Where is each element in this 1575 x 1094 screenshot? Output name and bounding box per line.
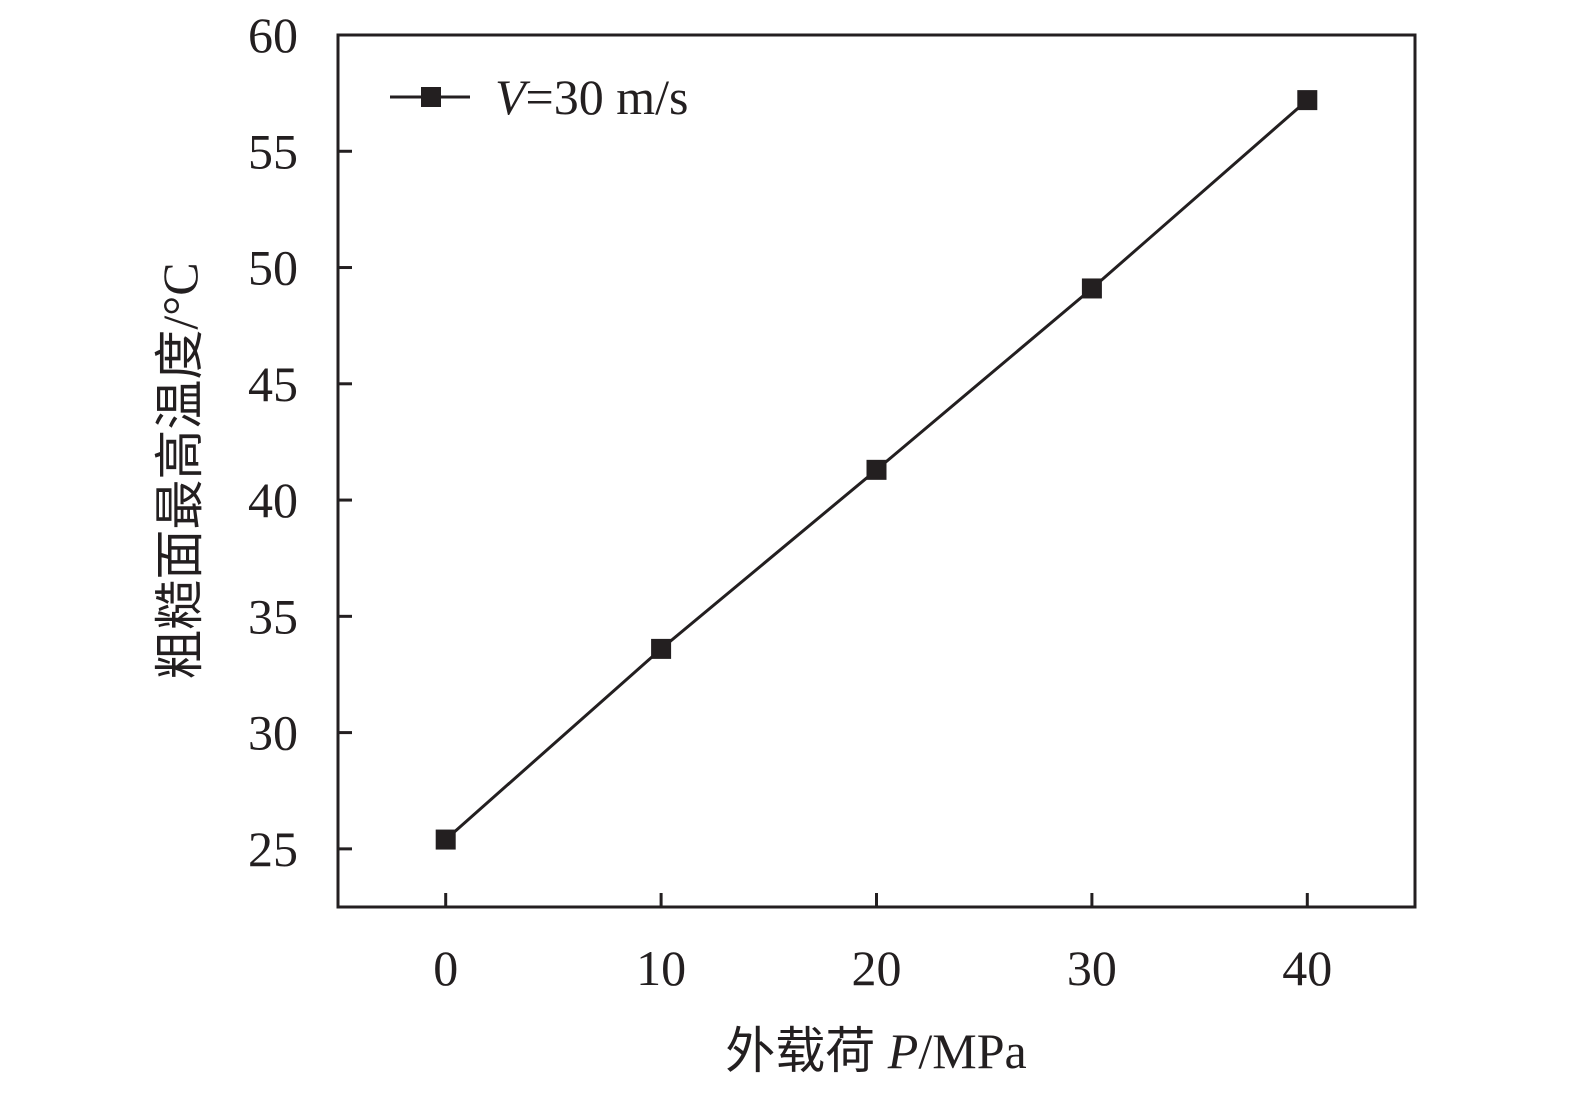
x-axis: 0 10 20 30 40 <box>433 893 1332 996</box>
legend-label: V=30 m/s <box>495 69 689 125</box>
y-tick-label: 55 <box>248 123 298 179</box>
data-point <box>866 459 887 480</box>
y-axis-title: 粗糙面最高温度/°C <box>152 262 208 679</box>
x-axis-title: 外载荷 P/MPa <box>725 1023 1026 1079</box>
y-tick-label: 35 <box>248 588 298 644</box>
y-tick-label: 50 <box>248 240 298 296</box>
x-axis-title-suffix: /MPa <box>918 1023 1026 1079</box>
x-tick-label: 20 <box>852 940 902 996</box>
x-axis-title-prefix: 外载荷 <box>725 1023 888 1079</box>
legend-suffix: =30 m/s <box>526 69 689 125</box>
data-point <box>651 638 672 659</box>
y-tick-label: 30 <box>248 705 298 761</box>
series-layer <box>435 90 1318 850</box>
legend-var: V <box>495 69 531 125</box>
y-tick-label: 40 <box>248 472 298 528</box>
x-tick-label: 0 <box>433 940 458 996</box>
y-tick-label: 25 <box>248 821 298 877</box>
x-tick-label: 40 <box>1282 940 1332 996</box>
y-tick-label: 45 <box>248 356 298 412</box>
legend-marker <box>421 87 441 107</box>
x-tick-label: 30 <box>1067 940 1117 996</box>
data-point <box>435 829 456 850</box>
x-tick-label: 10 <box>636 940 686 996</box>
y-axis: 25 30 35 40 45 50 55 60 <box>248 7 352 877</box>
x-axis-title-var: P <box>887 1023 919 1079</box>
data-point <box>1297 90 1318 111</box>
data-point <box>1081 278 1102 299</box>
y-tick-label: 60 <box>248 7 298 63</box>
legend: V=30 m/s <box>390 69 689 125</box>
